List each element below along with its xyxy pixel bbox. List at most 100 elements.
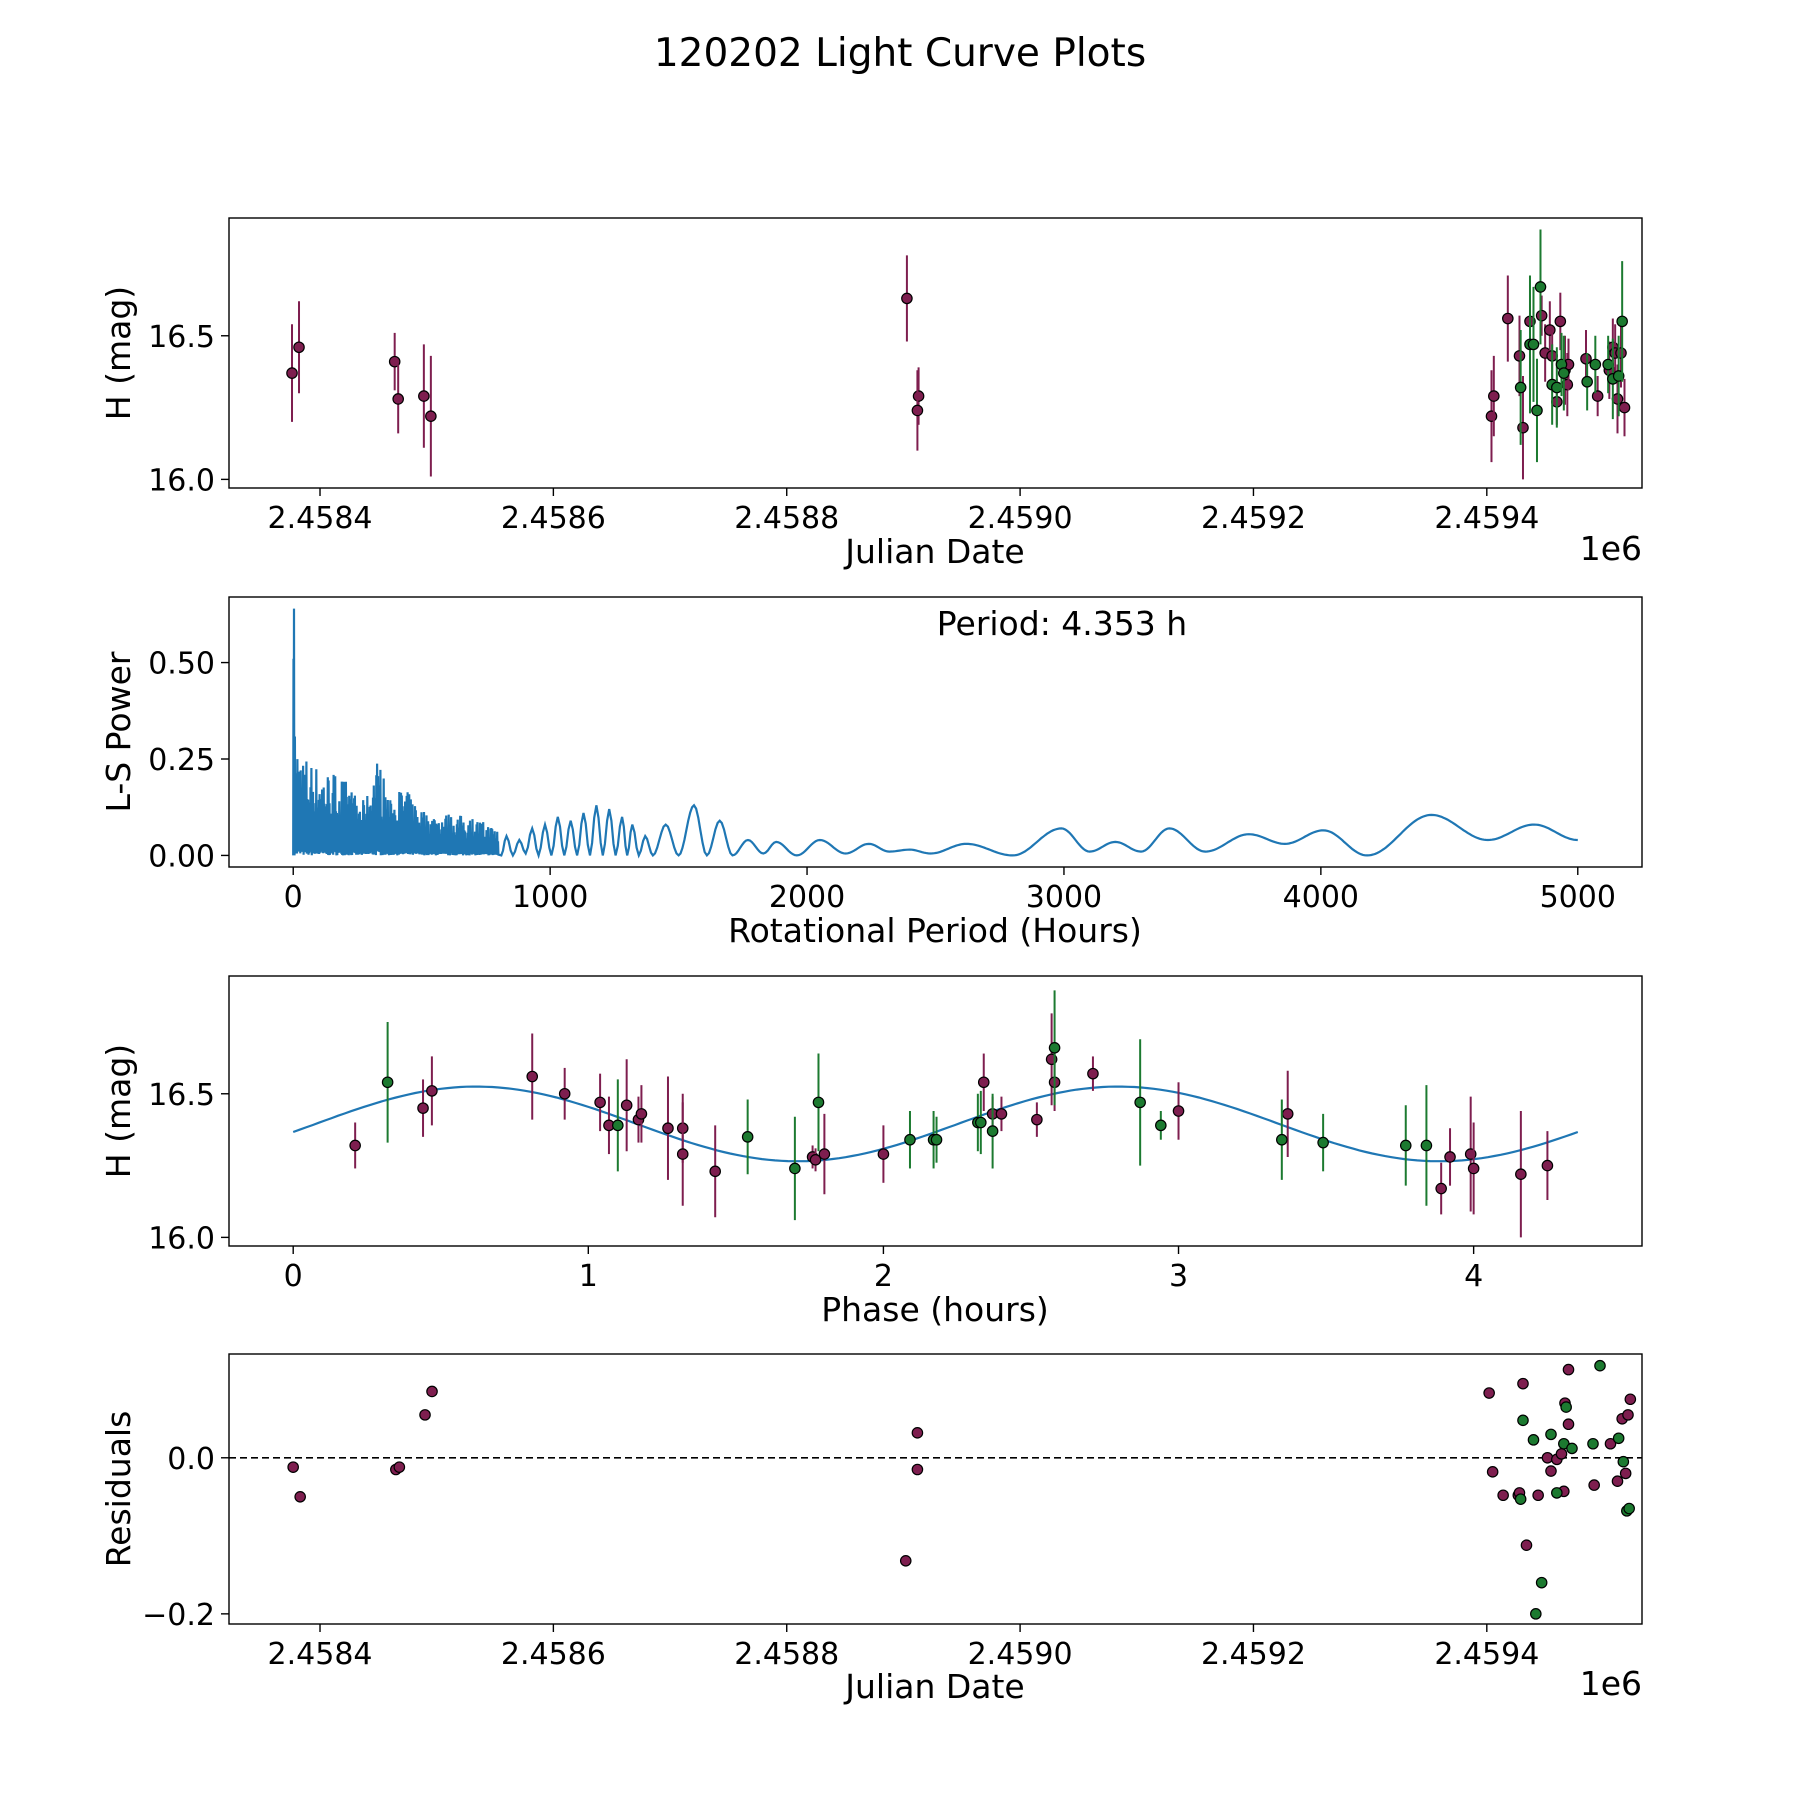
data-point	[986, 1125, 999, 1137]
data-point	[709, 1165, 721, 1178]
x-tick-label: 4	[1464, 1259, 1483, 1294]
data-point	[393, 1461, 406, 1473]
data-point	[1615, 347, 1627, 359]
y-tick-label: 0.00	[148, 839, 215, 874]
data-point	[1435, 1182, 1447, 1195]
x-tick-label: 2.4586	[501, 501, 606, 536]
data-point	[1581, 375, 1593, 388]
data-point	[620, 1099, 633, 1112]
data-point	[1551, 1487, 1563, 1499]
data-point	[930, 1133, 943, 1146]
x-tick-label: 2	[874, 1259, 893, 1294]
x-tick-label: 2.4594	[1434, 501, 1539, 536]
data-point	[1172, 1105, 1185, 1117]
residuals-y-label: Residuals	[99, 1411, 138, 1568]
data-point	[1535, 1576, 1548, 1589]
x-tick-label: 2.4594	[1434, 1637, 1539, 1672]
data-point	[612, 1119, 624, 1132]
data-point	[1527, 1434, 1540, 1446]
data-point	[1622, 1409, 1634, 1421]
data-point	[899, 1554, 912, 1567]
x-tick-label: 1	[579, 1259, 598, 1294]
data-point	[1624, 1393, 1637, 1406]
model-curve	[292, 1085, 1579, 1163]
data-point	[741, 1131, 754, 1143]
phased-x-ticks: 0 1 2 3 4	[284, 1246, 1483, 1294]
data-point	[1535, 309, 1548, 322]
data-point	[1517, 421, 1529, 434]
data-point	[877, 1148, 890, 1160]
data-point	[287, 1461, 299, 1473]
panel-residuals-frame	[228, 1353, 1643, 1625]
x-tick-label: 2.4588	[734, 501, 839, 536]
data-point	[1517, 1377, 1529, 1390]
data-point	[1485, 410, 1498, 422]
light-curve-y-ticks: 16.0 16.5	[148, 320, 229, 498]
panel-light-curve: 2.4584 2.4586 2.4588 2.4590 2.4592 2.4594 16.…	[99, 217, 1643, 571]
panel-light-curve-frame	[228, 217, 1643, 489]
y-tick-label: 0.25	[148, 743, 215, 778]
x-tick-label: 2.4588	[734, 1637, 839, 1672]
data-point	[1515, 1168, 1527, 1180]
data-point	[812, 1096, 825, 1109]
x-tick-label: 2.4584	[268, 1637, 373, 1672]
periodogram-marks	[292, 608, 1578, 860]
data-point	[1623, 1502, 1635, 1515]
data-point	[1467, 1162, 1480, 1175]
data-point	[1517, 1414, 1529, 1427]
data-point	[419, 1409, 431, 1421]
data-point	[1618, 401, 1631, 414]
data-point	[995, 1108, 1008, 1120]
data-point	[974, 1116, 987, 1129]
data-point	[417, 1102, 429, 1114]
data-point	[1562, 1418, 1575, 1431]
data-point	[1134, 1096, 1146, 1109]
data-point	[426, 1085, 438, 1097]
x-tick-label: 2000	[769, 880, 845, 915]
x-tick-label: 2.4590	[968, 501, 1073, 536]
x-tick-label: 4000	[1283, 880, 1359, 915]
data-point	[1527, 338, 1540, 351]
residuals-x-label: Julian Date	[843, 1667, 1025, 1706]
data-point	[392, 393, 404, 405]
data-point	[418, 390, 430, 402]
data-point	[911, 1427, 924, 1439]
data-point	[1048, 1042, 1061, 1054]
light-curve-y-label: H (mag)	[99, 286, 138, 420]
light-curve-offset-text: 1e6	[1580, 529, 1642, 568]
data-point	[1554, 315, 1567, 328]
x-tick-label: 1000	[512, 880, 588, 915]
data-point	[1399, 1139, 1412, 1152]
data-point	[635, 1108, 648, 1120]
x-tick-label: 2.4592	[1201, 501, 1306, 536]
periodogram-x-label: Rotational Period (Hours)	[728, 911, 1142, 950]
data-point	[1281, 1108, 1294, 1120]
data-point	[1520, 1539, 1533, 1551]
data-point	[1513, 350, 1526, 362]
data-point	[1031, 1113, 1043, 1126]
phased-y-label: H (mag)	[99, 1044, 138, 1178]
data-point	[1562, 1363, 1575, 1376]
data-point	[1444, 1151, 1456, 1163]
x-tick-label: 3	[1169, 1259, 1188, 1294]
data-point	[426, 1385, 438, 1398]
data-point	[1545, 1465, 1557, 1477]
data-point	[1488, 390, 1500, 402]
data-point	[594, 1096, 606, 1109]
y-tick-label: 0.0	[167, 1442, 215, 1477]
residuals-x-ticks: 2.4584 2.4586 2.4588 2.4590 2.4592 2.4594	[268, 1624, 1539, 1672]
x-tick-label: 2.4584	[268, 501, 373, 536]
x-tick-label: 2.4586	[501, 1637, 606, 1672]
data-point	[388, 355, 401, 368]
data-point	[1560, 1401, 1572, 1413]
light-curve-x-ticks: 2.4584 2.4586 2.4588 2.4590 2.4592 2.4594	[268, 488, 1539, 536]
data-point	[911, 1463, 924, 1476]
panel-phased-light-curve: 0 1 2 3 4 16.0 16.5 Phase (hours) H (mag)	[99, 975, 1643, 1329]
data-point	[1589, 358, 1602, 371]
x-tick-label: 0	[284, 880, 303, 915]
periodogram-annotation: Period: 4.353 h	[937, 604, 1187, 643]
data-point	[558, 1087, 571, 1100]
residuals-offset-text: 1e6	[1580, 1664, 1642, 1703]
data-point	[1486, 1466, 1499, 1478]
